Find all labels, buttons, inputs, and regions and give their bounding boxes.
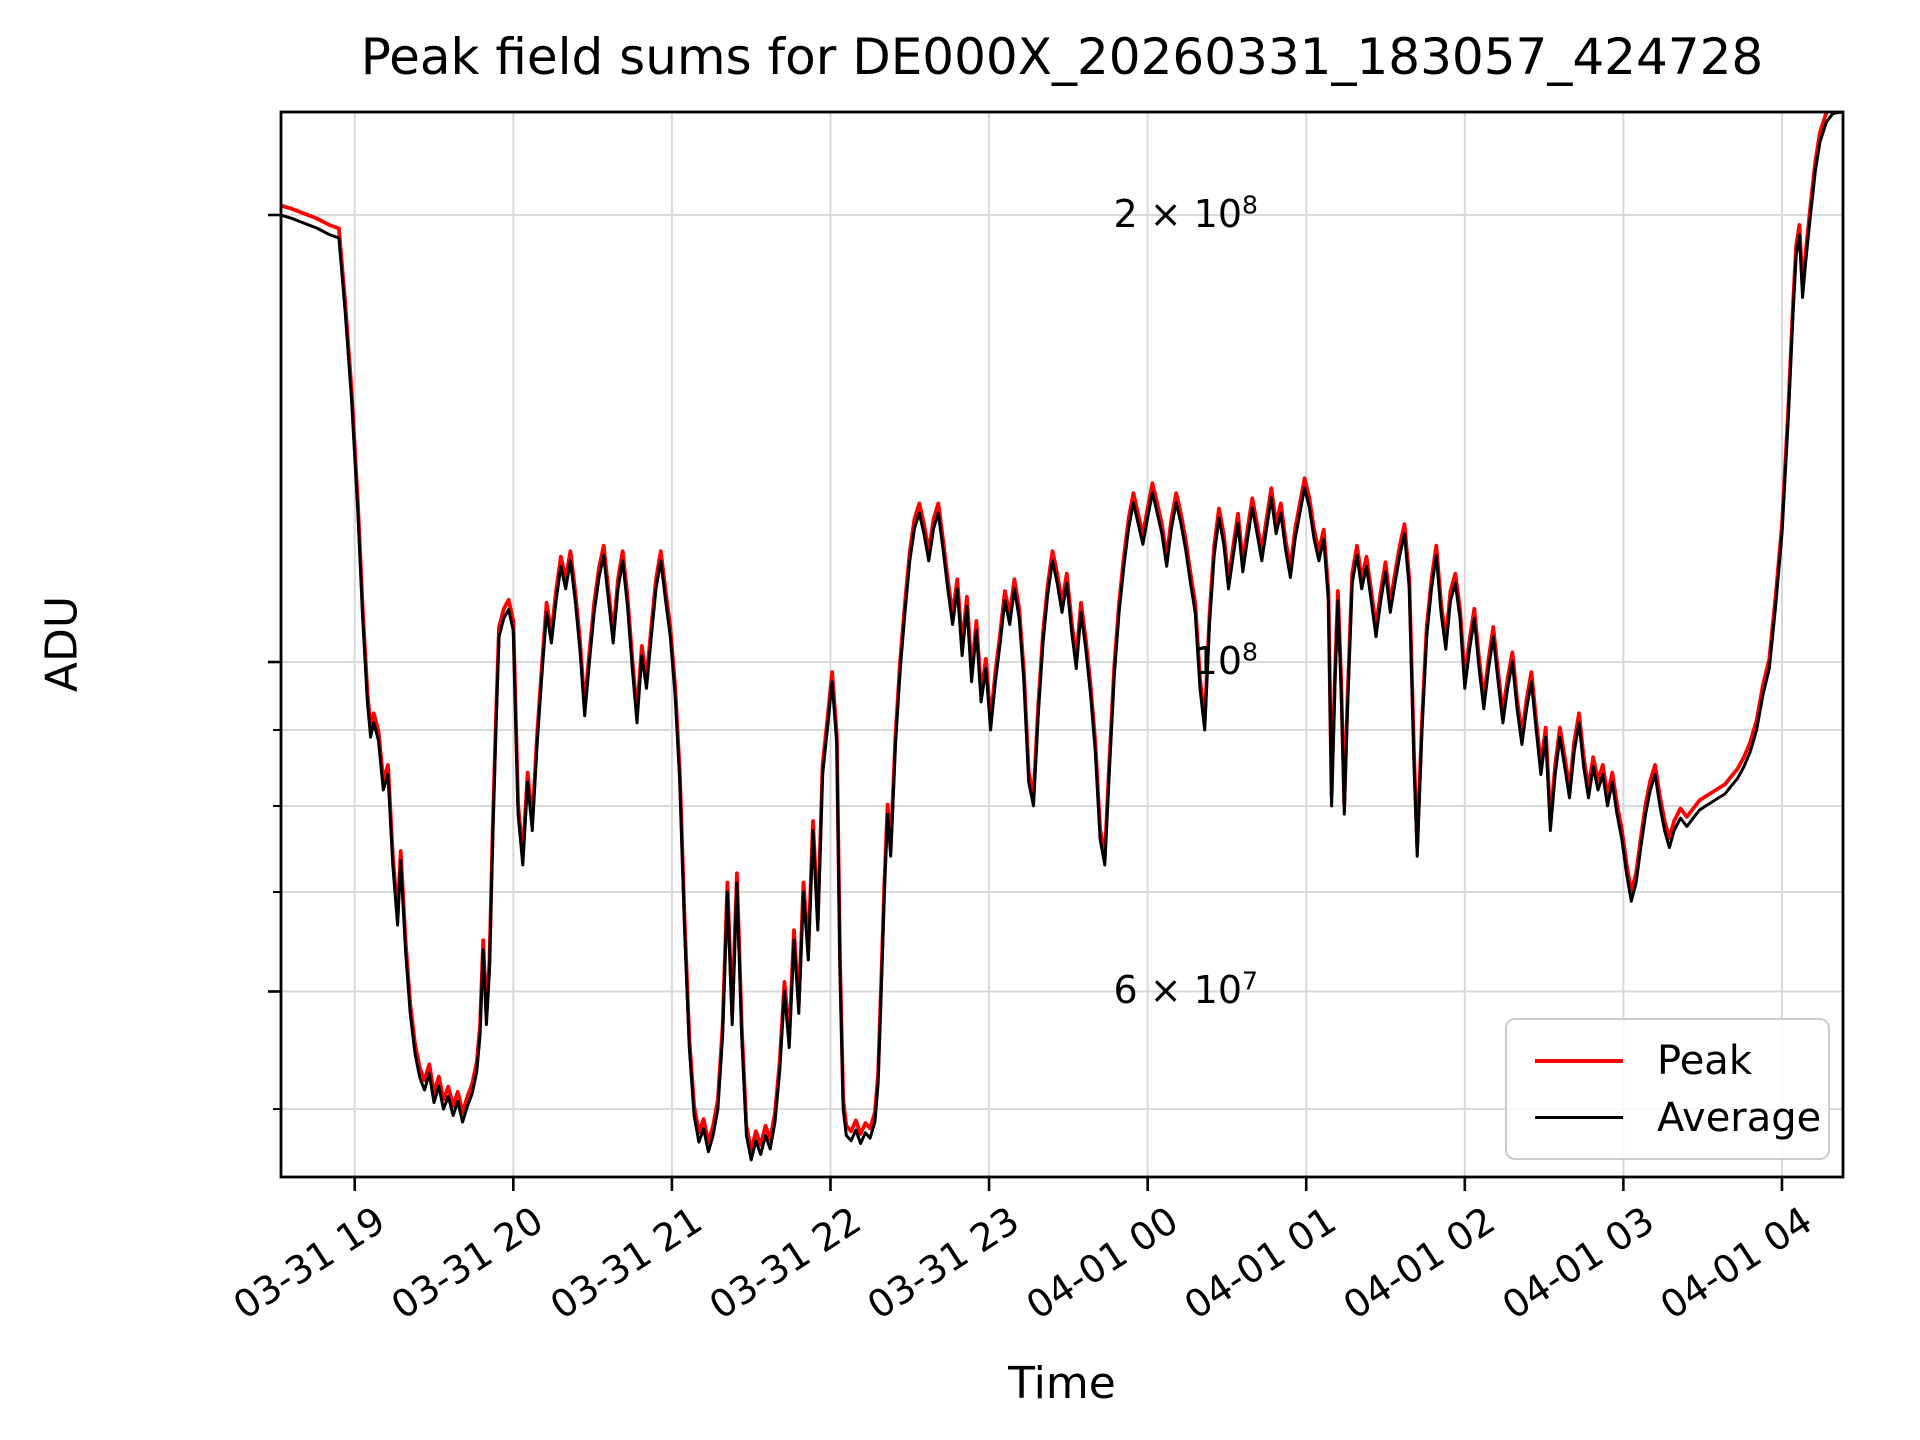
average-line	[281, 112, 1843, 1162]
legend-label: Average	[1657, 1094, 1822, 1141]
y-axis-label: ADU	[36, 595, 88, 693]
legend-item-average: Average	[1523, 1090, 1821, 1146]
legend: Peak Average	[1505, 1018, 1830, 1160]
y-tick-label: 108	[1193, 637, 1258, 684]
legend-line-sample	[1535, 1116, 1623, 1119]
x-axis-label: Time	[1008, 1358, 1116, 1409]
peak-line	[281, 112, 1830, 1153]
chart-title: Peak field sums for DE000X_20260331_1830…	[360, 28, 1764, 86]
legend-line-sample	[1535, 1058, 1623, 1063]
legend-item-peak: Peak	[1523, 1033, 1812, 1089]
y-tick-label: 6 × 107	[1113, 966, 1259, 1013]
legend-label: Peak	[1657, 1037, 1752, 1084]
y-tick-label: 2 × 108	[1113, 190, 1259, 237]
plot-border	[279, 110, 1845, 1179]
axis-ticks	[268, 213, 1784, 1191]
